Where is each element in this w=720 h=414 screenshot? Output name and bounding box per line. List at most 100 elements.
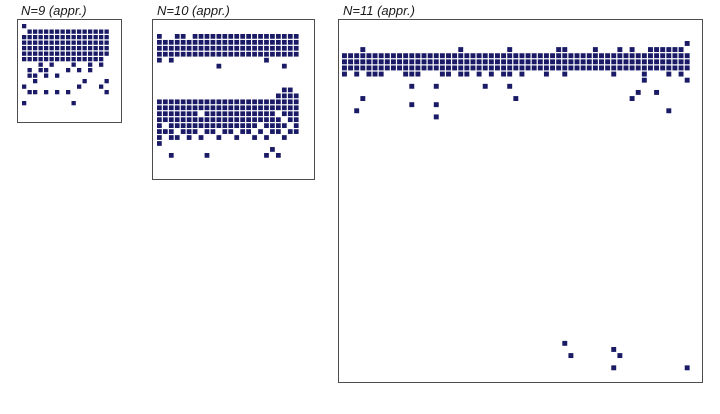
- grid-cell: [192, 34, 198, 39]
- grid-cell: [281, 34, 287, 39]
- grid-cell: [672, 53, 678, 59]
- grid-cell: [240, 34, 246, 39]
- grid-cell: [476, 71, 482, 77]
- grid-cell: [60, 57, 65, 62]
- grid-cell: [60, 46, 65, 51]
- grid-cell: [287, 111, 293, 117]
- grid-cell: [556, 65, 562, 71]
- grid-cell: [281, 135, 287, 140]
- grid-cell: [157, 117, 162, 123]
- grid-cell: [495, 59, 500, 65]
- grid-cell: [210, 39, 216, 45]
- grid-cell: [180, 51, 186, 57]
- grid-cell: [507, 59, 513, 65]
- grid-cell: [246, 99, 251, 105]
- grid-cell: [276, 117, 281, 123]
- grid-cell: [44, 29, 49, 34]
- grid-cell: [192, 129, 198, 134]
- grid-cell: [592, 53, 598, 59]
- grid-cell: [482, 53, 488, 59]
- grid-cell: [192, 123, 198, 128]
- grid-cell: [592, 65, 598, 71]
- grid-cell: [366, 53, 372, 59]
- grid-cell: [180, 99, 186, 105]
- grid-cell: [240, 111, 246, 117]
- grid-cell: [654, 89, 660, 95]
- grid-cell: [270, 117, 275, 123]
- grid-cell: [168, 111, 174, 117]
- grid-cell: [574, 65, 580, 71]
- grid-cell: [77, 46, 82, 51]
- grid-cell: [33, 35, 38, 40]
- grid-cell: [222, 99, 228, 105]
- grid-cell: [198, 135, 204, 140]
- grid-cell: [234, 39, 240, 45]
- grid-cell: [270, 111, 275, 117]
- grid-cell: [415, 71, 421, 77]
- grid-cell: [204, 123, 210, 128]
- grid-cell: [168, 57, 174, 63]
- grid-cell: [562, 53, 568, 59]
- grid-cell: [452, 65, 458, 71]
- grid-cell: [403, 53, 409, 59]
- grid-cell: [433, 83, 439, 89]
- grid-cell: [556, 53, 562, 59]
- grid-cell: [531, 65, 537, 71]
- grid-cell: [22, 57, 27, 62]
- grid-cell: [99, 40, 104, 45]
- grid-cell: [403, 59, 409, 65]
- grid-cell: [180, 111, 186, 117]
- grid-cell: [648, 53, 653, 59]
- grid-cell: [550, 53, 555, 59]
- grid-cell: [482, 59, 488, 65]
- grid-cell: [216, 135, 222, 140]
- grid-cell: [55, 40, 60, 45]
- grid-cell: [228, 117, 234, 123]
- grid-cell: [192, 99, 198, 105]
- grid-cell: [174, 105, 180, 111]
- grid-cell: [507, 53, 513, 59]
- grid-cell: [33, 46, 38, 51]
- grid-cell: [641, 53, 647, 59]
- grid-cell: [71, 101, 76, 106]
- grid-cell: [342, 53, 347, 59]
- grid-cell: [293, 45, 299, 51]
- grid-cell: [476, 65, 482, 71]
- grid-cell: [66, 68, 71, 73]
- grid-cell: [276, 93, 281, 99]
- grid-cell: [378, 59, 384, 65]
- grid-cell: [427, 65, 433, 71]
- grid-cell: [409, 83, 415, 89]
- grid-cell: [71, 62, 76, 67]
- grid-cell: [488, 59, 494, 65]
- grid-cell: [270, 105, 275, 111]
- grid-cell: [157, 141, 162, 146]
- grid-cell: [88, 68, 93, 73]
- grid-cell: [525, 59, 531, 65]
- grid-cell: [562, 59, 568, 65]
- grid-cell: [270, 39, 275, 45]
- grid-cell: [495, 65, 500, 71]
- grid-cell: [186, 39, 192, 45]
- grid-cell: [599, 53, 604, 59]
- grid-cell: [678, 53, 684, 59]
- grid-cell: [55, 35, 60, 40]
- grid-cell: [264, 153, 269, 158]
- grid-cell: [287, 117, 293, 123]
- grid-cell: [550, 59, 555, 65]
- grid-cell: [684, 77, 690, 83]
- grid-cell: [276, 45, 281, 51]
- grid-cell: [228, 129, 234, 134]
- grid-cell: [192, 111, 198, 117]
- grid-cell: [234, 105, 240, 111]
- grid-cell: [204, 39, 210, 45]
- grid-cell: [488, 65, 494, 71]
- grid-cell: [415, 59, 421, 65]
- grid-cell: [186, 123, 192, 128]
- grid-cell: [617, 65, 623, 71]
- grid-cell: [252, 105, 257, 111]
- grid-cell: [93, 40, 98, 45]
- grid-cell: [281, 39, 287, 45]
- grid-cell: [222, 39, 228, 45]
- cell-grid-n11: [342, 41, 690, 371]
